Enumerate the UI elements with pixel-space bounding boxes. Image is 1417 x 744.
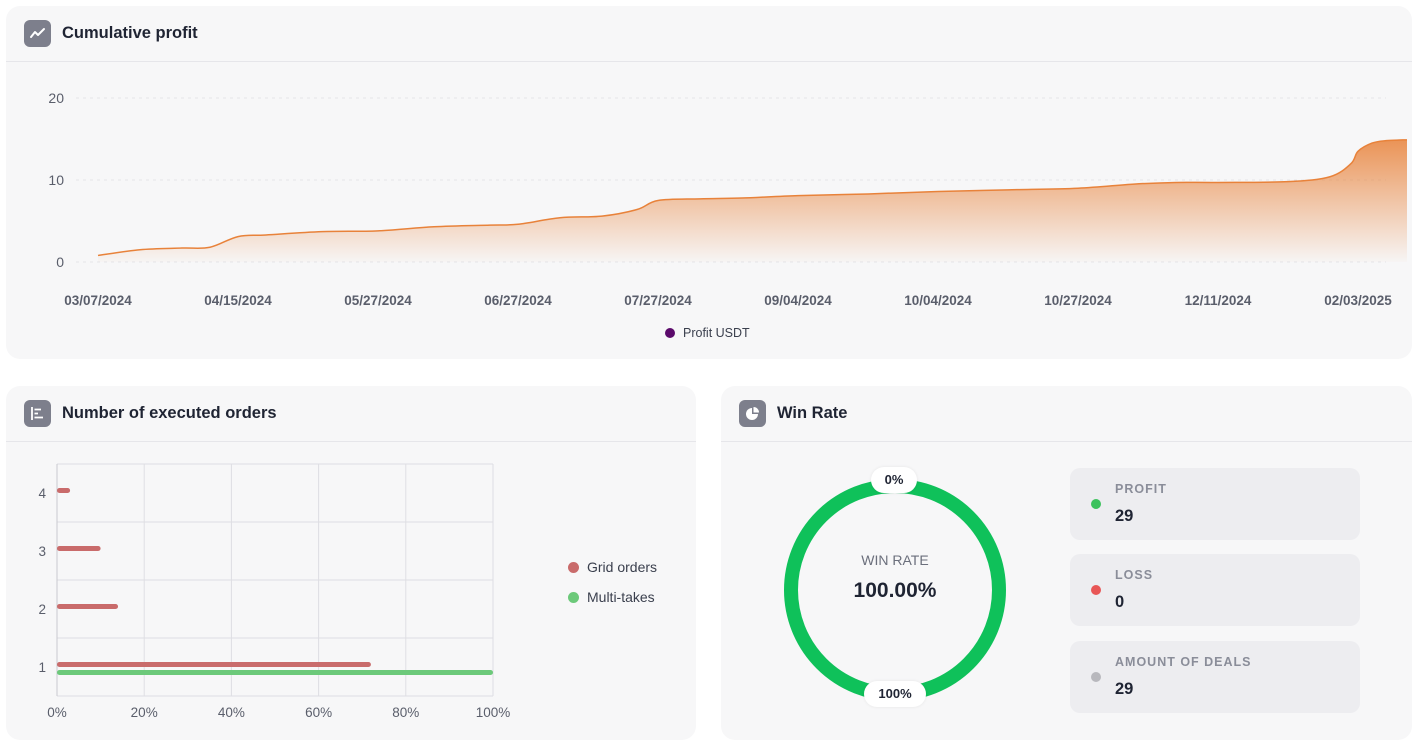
orders-y-tick-label: 4 — [38, 486, 46, 501]
multi-takes-legend-label: Multi-takes — [587, 589, 655, 605]
win-rate-bottom-pill: 100% — [864, 681, 926, 707]
orders-x-tick-label: 20% — [131, 705, 158, 720]
cumulative-profit-header: Cumulative profit — [6, 6, 1412, 62]
stat-deals-label: AMOUNT OF DEALS — [1115, 655, 1252, 669]
orders-bar[interactable] — [57, 546, 101, 551]
stat-loss-value: 0 — [1115, 593, 1125, 611]
profit-area-fill — [98, 139, 1407, 262]
stat-loss-label: LOSS — [1115, 568, 1154, 582]
multi-takes-legend-dot — [568, 591, 579, 603]
orders-x-tick-label: 80% — [392, 705, 419, 720]
orders-x-tick-label: 0% — [47, 705, 67, 720]
win-rate-card: Win Rate WIN RATE 100.00% 0% 100% PROFIT… — [721, 386, 1412, 740]
win-rate-label: WIN RATE — [861, 552, 929, 568]
stat-profit-value: 29 — [1115, 507, 1134, 525]
profit-x-tick-label: 06/27/2024 — [484, 293, 552, 308]
win-rate-title: Win Rate — [777, 404, 848, 422]
cumulative-profit-title: Cumulative profit — [62, 24, 198, 42]
orders-bar[interactable] — [57, 488, 71, 493]
stat-loss: LOSS 0 — [1070, 554, 1360, 626]
stat-profit-label: PROFIT — [1115, 482, 1167, 496]
profit-y-tick-label: 0 — [56, 254, 64, 270]
profit-legend[interactable]: Profit USDT — [665, 326, 750, 340]
stat-deals-dot — [1091, 672, 1101, 682]
executed-orders-title: Number of executed orders — [62, 404, 277, 422]
profit-series-line — [97, 139, 1408, 257]
grid-orders-legend-label: Grid orders — [587, 559, 658, 575]
profit-x-tick-label: 10/04/2024 — [904, 293, 972, 308]
executed-orders-chart: 0% 20% 40% 60% 80% 100% 1 2 3 4 — [38, 463, 511, 720]
legend-multi-takes[interactable]: Multi-takes — [568, 589, 655, 605]
cumulative-profit-chart: 0 10 20 03/07/2024 04/15/2024 05/27/2024 06/2… — [48, 90, 1408, 308]
grid-orders-legend-dot — [568, 561, 579, 573]
orders-y-tick-label: 3 — [38, 544, 46, 559]
orders-y-tick-label: 2 — [38, 602, 46, 617]
legend-grid-orders[interactable]: Grid orders — [568, 559, 657, 575]
orders-x-tick-label: 60% — [305, 705, 332, 720]
orders-bar[interactable] — [57, 604, 119, 609]
profit-x-tick-label: 05/27/2024 — [344, 293, 412, 308]
orders-x-tick-label: 40% — [218, 705, 245, 720]
profit-x-tick-label: 07/27/2024 — [624, 293, 692, 308]
stat-deals-value: 29 — [1115, 680, 1134, 698]
stat-amount-of-deals: AMOUNT OF DEALS 29 — [1070, 641, 1360, 713]
stat-loss-dot — [1091, 585, 1101, 595]
profit-x-tick-label: 09/04/2024 — [764, 293, 832, 308]
profit-y-tick-label: 20 — [48, 90, 64, 106]
bar-chart-icon — [24, 400, 51, 427]
stat-profit-dot — [1091, 499, 1101, 509]
profit-legend-dot — [665, 328, 675, 338]
profit-x-tick-label: 12/11/2024 — [1185, 293, 1252, 308]
orders-bar[interactable] — [57, 662, 371, 667]
orders-y-tick-label: 1 — [38, 660, 46, 675]
win-rate-value: 100.00% — [853, 579, 937, 602]
executed-orders-card: Number of executed orders 0% 20% 40% 60% 80%… — [6, 386, 696, 740]
profit-y-tick-label: 10 — [48, 172, 64, 188]
orders-x-tick-label: 100% — [476, 705, 511, 720]
stat-profit: PROFIT 29 — [1070, 468, 1360, 540]
line-chart-icon — [24, 20, 51, 47]
orders-bar[interactable] — [57, 670, 493, 675]
profit-x-tick-label: 10/27/2024 — [1044, 293, 1112, 308]
profit-x-tick-label: 04/15/2024 — [204, 293, 272, 308]
cumulative-profit-card: Cumulative profit 0 10 20 03/07/2024 04/15/… — [6, 6, 1412, 359]
win-rate-header: Win Rate — [721, 386, 1412, 442]
profit-x-tick-label: 03/07/2024 — [64, 293, 132, 308]
profit-legend-label: Profit USDT — [683, 326, 750, 340]
pie-chart-icon — [739, 400, 766, 427]
profit-x-tick-label: 02/03/2025 — [1324, 293, 1392, 308]
executed-orders-header: Number of executed orders — [6, 386, 696, 442]
win-rate-top-pill: 0% — [871, 467, 917, 493]
